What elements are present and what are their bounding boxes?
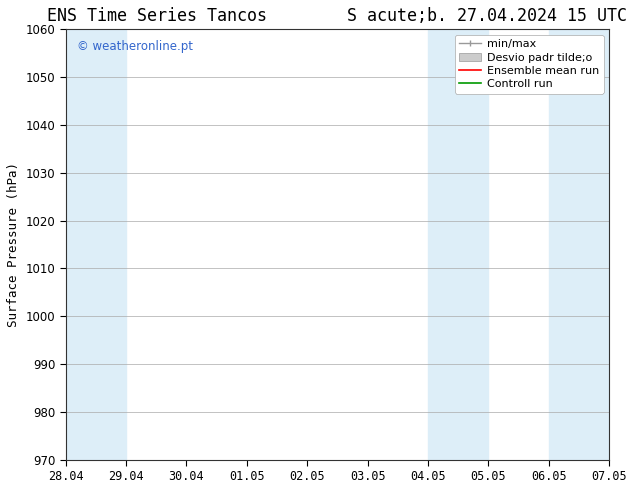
Bar — [549, 29, 609, 460]
Text: © weatheronline.pt: © weatheronline.pt — [77, 40, 193, 53]
Y-axis label: Surface Pressure (hPa): Surface Pressure (hPa) — [7, 162, 20, 327]
Bar — [66, 29, 126, 460]
Bar — [428, 29, 488, 460]
Legend: min/max, Desvio padr tilde;o, Ensemble mean run, Controll run: min/max, Desvio padr tilde;o, Ensemble m… — [455, 35, 604, 94]
Title: ENS Time Series Tancos        S acute;b. 27.04.2024 15 UTC: ENS Time Series Tancos S acute;b. 27.04.… — [48, 7, 628, 25]
